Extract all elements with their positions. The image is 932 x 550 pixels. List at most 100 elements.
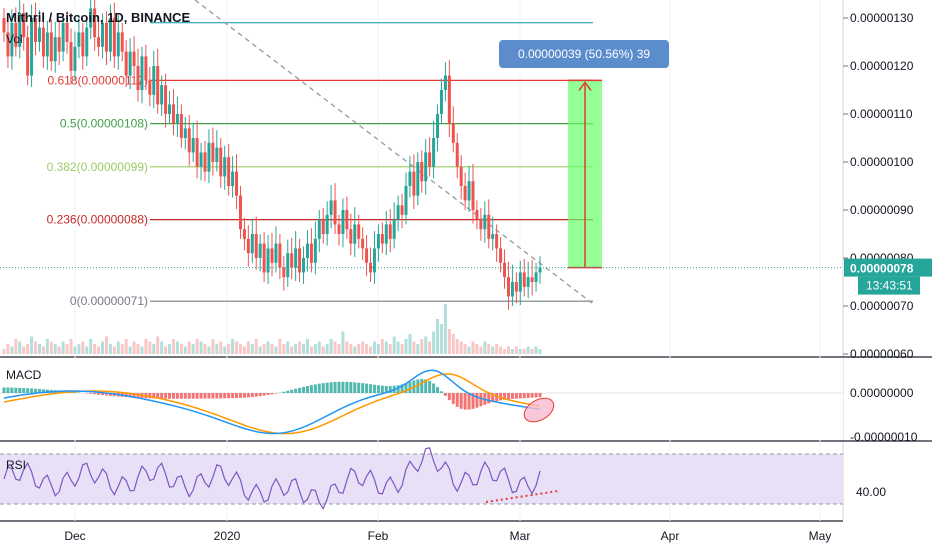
candle-body <box>104 22 108 52</box>
volume-bar <box>526 346 530 354</box>
candle-body <box>471 181 475 210</box>
volume-bar <box>238 344 242 354</box>
macd-histogram-bar <box>104 393 108 396</box>
candle-body <box>459 166 463 186</box>
candle-body <box>290 253 294 268</box>
macd-histogram-bar <box>26 388 30 393</box>
volume-bar <box>124 339 128 354</box>
candle-body <box>171 104 175 124</box>
macd-histogram-bar <box>341 381 345 393</box>
volume-bar <box>298 341 302 354</box>
volume-bar <box>227 344 231 354</box>
volume-bar <box>487 344 491 354</box>
candle-body <box>357 224 361 239</box>
candle-body <box>424 152 428 182</box>
candle-body <box>231 171 235 186</box>
macd-histogram-bar <box>183 393 187 399</box>
macd-histogram-bar <box>148 393 152 399</box>
volume-bar <box>369 346 373 354</box>
macd-pane-bg <box>0 358 843 440</box>
rsi-indicator <box>3 447 559 510</box>
volume-bar <box>266 341 270 354</box>
macd-line <box>3 369 541 435</box>
volume-bar <box>499 346 503 354</box>
candle-body <box>108 18 112 52</box>
volume-bar <box>522 349 526 354</box>
price-range-measure[interactable]: 0.00000039 (50.56%) 39 <box>499 40 669 269</box>
candle-body <box>455 142 459 167</box>
candle-body <box>463 186 467 201</box>
macd-histogram-bar <box>357 382 361 393</box>
candle-body <box>41 27 45 57</box>
candle-body <box>526 277 530 287</box>
volume-bar <box>376 344 380 354</box>
candle-body <box>483 214 487 230</box>
volume-bar <box>325 344 329 354</box>
volume-bar <box>199 341 203 354</box>
volume-bar <box>317 341 321 354</box>
candle-body <box>116 32 120 57</box>
candle-body <box>400 205 404 215</box>
candle-body <box>388 224 392 239</box>
candle-body <box>219 147 223 177</box>
fibonacci-retracement[interactable]: 0.618(0.00000117) 0.5(0.00000108) 0.382(0.… <box>47 22 593 308</box>
volume-bar <box>455 339 459 354</box>
volume-bar <box>329 339 333 354</box>
macd-histogram-bar <box>495 393 499 402</box>
candle-body <box>270 248 274 263</box>
macd-histogram-bar <box>510 393 514 399</box>
macd-histogram-bar <box>30 388 34 393</box>
candle-body <box>266 248 270 273</box>
volume-bar <box>357 344 361 354</box>
descending-trendline[interactable] <box>194 0 593 304</box>
macd-histogram-bar <box>242 393 246 398</box>
macd-histogram-bar <box>22 388 26 393</box>
candle-body <box>97 37 101 47</box>
candle-body <box>168 104 172 114</box>
macd-histogram-bar <box>487 393 491 404</box>
candle-body <box>372 248 376 273</box>
candle-body <box>353 224 357 244</box>
volume-bar <box>116 341 120 354</box>
candle-body <box>69 42 73 71</box>
trendline[interactable] <box>194 0 593 304</box>
volume-bar <box>128 346 132 354</box>
volume-bar <box>467 346 471 354</box>
volume-bar <box>164 346 168 354</box>
candle-body <box>392 219 396 239</box>
macd-axis-label: -0.00000010 <box>850 430 918 444</box>
candle-body <box>246 238 250 254</box>
volume-bar <box>223 346 227 354</box>
volume-bar <box>231 339 235 354</box>
volume-bar <box>235 341 239 354</box>
candle-body <box>187 128 191 153</box>
macd-histogram-bar <box>97 393 101 395</box>
time-axis[interactable]: Dec 2020 Feb Mar Apr May <box>64 529 831 543</box>
macd-label: MACD <box>6 368 42 382</box>
volume-bar <box>400 344 404 354</box>
candle-body <box>337 224 341 234</box>
volume-bar <box>152 344 156 354</box>
candle-body <box>294 248 298 268</box>
macd-histogram-bar <box>447 393 451 401</box>
volume-bar <box>77 344 81 354</box>
volume-bar <box>278 339 282 354</box>
volume-bar <box>361 341 365 354</box>
macd-histogram-bar <box>408 381 412 393</box>
candle-body <box>136 66 140 90</box>
candle-body <box>101 22 105 47</box>
macd-histogram-bar <box>305 386 309 393</box>
price-axis[interactable]: 0.00000130 0.00000120 0.00000110 0.00000100… <box>0 11 932 499</box>
volume-bar <box>262 344 266 354</box>
fib-level-label: 0.5(0.00000108) <box>60 117 148 131</box>
candle-body <box>309 243 313 263</box>
macd-histogram-bar <box>128 393 132 398</box>
volume-bar <box>175 341 179 354</box>
candle-body <box>499 248 503 263</box>
macd-histogram-bar <box>156 393 160 399</box>
volume-bar <box>171 339 175 354</box>
macd-histogram-bar <box>499 393 503 401</box>
volume-bar <box>392 336 396 354</box>
volume-bar <box>207 346 211 354</box>
